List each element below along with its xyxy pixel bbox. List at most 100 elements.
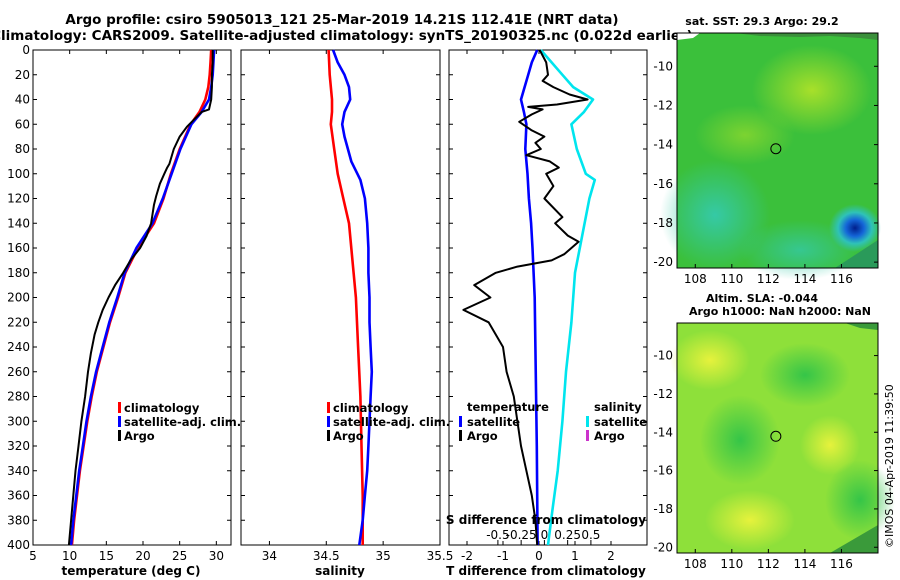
figure-title-line2: Climatology: CARS2009. Satellite-adjuste… bbox=[0, 28, 693, 44]
sst-coast-south bbox=[835, 240, 878, 268]
sst-cold-eddy bbox=[829, 204, 881, 252]
sla-map-frame bbox=[676, 322, 879, 554]
legend-climatology-swatch bbox=[118, 402, 121, 413]
depth-tick-label: 340 bbox=[7, 464, 30, 478]
sst-axes-ytick-label: -18 bbox=[653, 216, 673, 230]
difference-series-t-argo bbox=[462, 49, 589, 546]
legend-sal-argo-swatch bbox=[327, 430, 330, 441]
sla-axes-xtick-label: 112 bbox=[757, 557, 780, 571]
depth-tick-label: 300 bbox=[7, 414, 30, 428]
depth-tick-label: 380 bbox=[7, 513, 30, 527]
sst-axes-ytick-label: -10 bbox=[653, 59, 673, 73]
t-difference-axis-label: T difference from climatology bbox=[446, 564, 646, 578]
difference-xtick-label: -2 bbox=[461, 549, 473, 563]
legend-t-argo-label: Argo bbox=[467, 429, 498, 443]
depth-tick-label: 260 bbox=[7, 365, 30, 379]
sla-high-patch-1 bbox=[670, 330, 750, 390]
salinity-xtick-label: 35 bbox=[376, 549, 391, 563]
difference-legend-salinity: salinity satellite Argo bbox=[586, 400, 647, 443]
sst-map-frame bbox=[676, 32, 879, 269]
temperature-xtick-label: 10 bbox=[62, 549, 77, 563]
sst-axes-ytick-label: -16 bbox=[653, 177, 673, 191]
difference-legend-temperature: temperature satellite Argo bbox=[459, 400, 549, 443]
depth-tick-label: 280 bbox=[7, 390, 30, 404]
depth-tick-label: 160 bbox=[7, 241, 30, 255]
s-diff-tick-label: 0.25 bbox=[554, 528, 581, 542]
legend-t-satellite-swatch bbox=[459, 416, 462, 427]
depth-tick-label: 60 bbox=[15, 117, 30, 131]
sst-axes-xtick-label: 116 bbox=[830, 272, 853, 286]
depth-tick-label: 320 bbox=[7, 439, 30, 453]
sla-map bbox=[670, 322, 895, 554]
sst-map-title: sat. SST: 29.3 Argo: 29.2 bbox=[685, 15, 838, 28]
sla-map-title-2: Argo h1000: NaN h2000: NaN bbox=[689, 305, 871, 318]
salinity-xtick-label: 35.5 bbox=[427, 549, 454, 563]
temperature-xtick-label: 30 bbox=[209, 549, 224, 563]
salinity-plot-frame bbox=[240, 49, 441, 546]
difference-xtick-label: 2 bbox=[607, 549, 615, 563]
sla-axes-ytick-label: -16 bbox=[653, 464, 673, 478]
sla-axes-ytick-label: -14 bbox=[653, 425, 673, 439]
imos-timestamp: ©IMOS 04-Apr-2019 11:39:50 bbox=[883, 384, 896, 548]
sst-land-gap bbox=[677, 33, 700, 40]
temperature-plot-frame bbox=[32, 49, 232, 546]
sst-axes-xtick-label: 114 bbox=[793, 272, 816, 286]
sst-axes-xtick-label: 108 bbox=[684, 272, 707, 286]
sla-axes-xtick-label: 116 bbox=[830, 557, 853, 571]
sst-axes-xtick-label: 110 bbox=[720, 272, 743, 286]
depth-tick-label: 0 bbox=[22, 43, 30, 57]
difference-xtick-label: 1 bbox=[571, 549, 579, 563]
legend-satellite-swatch bbox=[118, 416, 121, 427]
sla-coast-north bbox=[845, 323, 878, 330]
sla-high-patch-2 bbox=[800, 415, 860, 475]
sla-low-patch-2 bbox=[700, 395, 780, 485]
legend-temperature-heading: temperature bbox=[467, 400, 549, 414]
salinity-xtick-label: 34.5 bbox=[313, 549, 340, 563]
sst-cool-patch-2 bbox=[740, 220, 860, 280]
depth-tick-label: 100 bbox=[7, 167, 30, 181]
legend-climatology-label: climatology bbox=[124, 401, 200, 415]
depth-tick-label: 220 bbox=[7, 315, 30, 329]
salinity-series-climatology bbox=[327, 49, 364, 545]
depth-tick-label: 140 bbox=[7, 216, 30, 230]
depth-tick-label: 120 bbox=[7, 192, 30, 206]
sst-warm-patch bbox=[752, 45, 872, 135]
sla-coast-south bbox=[830, 525, 878, 553]
legend-t-satellite-label: satellite bbox=[467, 415, 520, 429]
temperature-panel: 0 20 40 60 80 100 120 140 160 180 200 220 240 260 280 3… bbox=[7, 43, 232, 563]
salinity-xtick-label: 34 bbox=[262, 549, 277, 563]
sla-high-patch-3 bbox=[705, 490, 795, 550]
legend-sal-climatology-swatch bbox=[327, 402, 330, 413]
legend-s-satellite-swatch bbox=[586, 416, 589, 427]
sla-axes-xtick-label: 114 bbox=[793, 557, 816, 571]
depth-tick-label: 20 bbox=[15, 68, 30, 82]
legend-sal-satellite-label: satellite-adj. clim. bbox=[333, 415, 450, 429]
sst-axes-ytick-label: -14 bbox=[653, 138, 673, 152]
temperature-series-argo bbox=[67, 50, 214, 546]
sla-axes-xtick-label: 110 bbox=[720, 557, 743, 571]
legend-s-argo-label: Argo bbox=[594, 429, 625, 443]
sst-axes-xtick-label: 112 bbox=[757, 272, 780, 286]
sla-map-title-1: Altim. SLA: -0.044 bbox=[706, 292, 818, 305]
sla-axes-ytick-label: -10 bbox=[653, 349, 673, 363]
salinity-axis-label: salinity bbox=[315, 564, 365, 578]
depth-tick-label: 80 bbox=[15, 142, 30, 156]
depth-tick-label: 360 bbox=[7, 489, 30, 503]
difference-series-t-satellite bbox=[519, 49, 539, 546]
figure-title-line1: Argo profile: csiro 5905013_121 25-Mar-2… bbox=[65, 12, 618, 28]
depth-tick-label: 240 bbox=[7, 340, 30, 354]
legend-sal-satellite-swatch bbox=[327, 416, 330, 427]
temperature-axis-label: temperature (deg C) bbox=[62, 564, 201, 578]
sla-axes-ytick-label: -20 bbox=[653, 540, 673, 554]
legend-t-argo-swatch bbox=[459, 430, 462, 441]
temperature-legend: climatology satellite-adj. clim. Argo bbox=[118, 401, 241, 443]
sst-axes-ytick-label: -12 bbox=[653, 98, 673, 112]
temperature-xtick-label: 25 bbox=[172, 549, 187, 563]
salinity-series-satellite-adj-clim- bbox=[331, 49, 374, 546]
legend-sal-argo-label: Argo bbox=[333, 429, 364, 443]
legend-sal-climatology-label: climatology bbox=[333, 401, 409, 415]
sla-argo-position-marker bbox=[770, 430, 782, 442]
legend-salinity-heading: salinity bbox=[594, 400, 642, 414]
s-difference-axis-label: S difference from climatology bbox=[446, 513, 646, 527]
